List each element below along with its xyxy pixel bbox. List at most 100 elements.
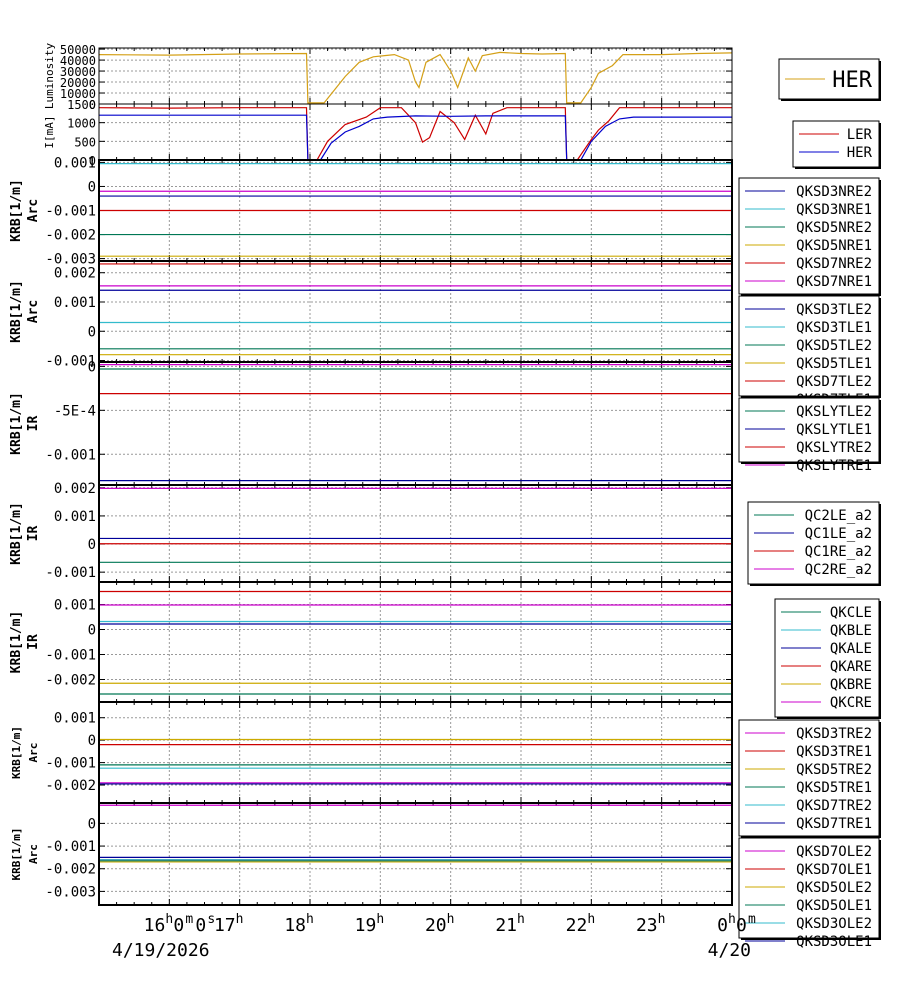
- x-tick-label: 20 h: [425, 912, 455, 936]
- y-axis-sublabel: Arc: [27, 743, 40, 763]
- legend-label: QKSLYTRE2: [796, 440, 872, 456]
- y-tick-label: 50000: [60, 43, 96, 57]
- legend-label: QKSD7NRE2: [796, 256, 872, 272]
- x-tick-label: 16 h 0 m 0 s: [144, 912, 216, 936]
- y-tick-label: 500: [74, 135, 96, 149]
- legend-label: QKSD3NRE1: [796, 202, 872, 218]
- y-axis-sublabel: IR: [26, 526, 41, 542]
- legend-label: QKSD5TRE1: [796, 780, 872, 796]
- x-tick-hour-unit: h: [587, 912, 595, 927]
- x-tick-label: 17 h: [214, 912, 244, 936]
- legend-label: QKSD5NRE2: [796, 220, 872, 236]
- plot-frame: [98, 103, 733, 161]
- y-tick-label: 0.001: [54, 598, 96, 614]
- legend: QKSD3TLE2 QKSD3TLE1 QKSD5TLE2 QKSD5TLE1 QKSD…: [738, 295, 881, 408]
- y-tick-label: 0.001: [54, 155, 96, 171]
- x-tick-hour: 20: [425, 915, 447, 936]
- legend-label: QKARE: [830, 659, 872, 675]
- y-tick-label: 0.001: [54, 295, 96, 311]
- y-tick-label: -0.002: [45, 862, 96, 878]
- panel-5: 0 -5E-4 -0.001 KRB[1/m] IR QKSLYTLE2 QKSLYTLE1…: [9, 359, 881, 486]
- legend-label: QC1RE_a2: [805, 544, 872, 560]
- y-tick-label: 0: [88, 537, 96, 553]
- legend-label: QKSD5TLE2: [796, 338, 872, 354]
- x-tick-minute-unit: m: [185, 912, 193, 927]
- plot-frame: [98, 47, 733, 105]
- legend-label: QKSD7OLE1: [796, 862, 872, 878]
- x-tick-second: 0: [195, 915, 206, 936]
- legend-label: QKSD5OLE1: [796, 898, 872, 914]
- y-tick-label: 0.001: [54, 711, 96, 727]
- legend-box: [774, 598, 880, 718]
- plot-frame: [98, 701, 733, 804]
- x-tick-hour: 16: [144, 915, 166, 936]
- y-tick-label: 10000: [60, 87, 96, 101]
- y-axis-sublabel: IR: [26, 634, 41, 650]
- x-tick-hour-unit: h: [376, 912, 384, 927]
- x-tick-hour-unit: h: [236, 912, 244, 927]
- y-tick-label: 0: [88, 623, 96, 639]
- legend: QKCLE QKBLE QKALE QKARE QKBRE QKCRE: [774, 598, 881, 719]
- legend-label: LER: [847, 127, 873, 143]
- panel-2: 1500 1000 500 0 I[mA] LER HER: [43, 98, 881, 169]
- x-tick-label: 19 h: [355, 912, 385, 936]
- x-tick-second-unit: s: [207, 912, 215, 927]
- legend-label: QKSLYTLE2: [796, 404, 872, 420]
- y-axis-sublabel: Arc: [27, 844, 40, 864]
- series-line-her: [98, 51, 733, 104]
- y-tick-label: 40000: [60, 54, 96, 68]
- legend-label: QC2LE_a2: [805, 508, 872, 524]
- legend-label: QC1LE_a2: [805, 526, 872, 542]
- y-tick-label: 0: [88, 324, 96, 340]
- y-tick-label: 0.002: [54, 266, 96, 282]
- legend-label: QKSD5OLE2: [796, 880, 872, 896]
- date-end-label: 4/20: [708, 940, 751, 961]
- legend: QKSD3NRE2 QKSD3NRE1 QKSD5NRE2 QKSD5NRE1 QKSD…: [738, 177, 881, 296]
- legend: QKSLYTLE2 QKSLYTLE1 QKSLYTRE2 QKSLYTRE1: [738, 397, 881, 474]
- y-tick-label: 1000: [67, 117, 96, 131]
- y-axis-label: KRB[1/m]: [10, 828, 23, 881]
- y-tick-label: -0.002: [45, 778, 96, 794]
- x-tick-hour: 0: [717, 915, 728, 936]
- legend: LER HER: [792, 120, 881, 169]
- x-tick-hour: 17: [214, 915, 236, 936]
- y-tick-label: 0: [88, 733, 96, 749]
- x-tick-hour-unit: h: [517, 912, 525, 927]
- x-tick-minute-unit: m: [748, 912, 756, 927]
- legend-label: QKSD3OLE1: [796, 934, 872, 950]
- legend-box: [738, 295, 880, 397]
- plot-frame: [98, 802, 733, 906]
- y-tick-label: -0.001: [45, 354, 96, 370]
- legend-label: QKSD5TLE1: [796, 356, 872, 372]
- legend-box: [747, 501, 880, 585]
- y-axis-label: KRB[1/m]: [9, 611, 24, 674]
- plot-frame: [98, 260, 733, 363]
- series-line-her: [99, 114, 732, 161]
- y-axis-label: KRB[1/m]: [9, 392, 24, 455]
- legend-label: QKSD7NRE1: [796, 274, 872, 290]
- y-tick-label: -0.003: [45, 252, 96, 268]
- date-start-label: 4/19/2026: [112, 940, 210, 961]
- legend-label: HER: [832, 68, 872, 93]
- legend-label: QKSD3NRE2: [796, 184, 872, 200]
- legend: HER: [778, 58, 881, 101]
- x-tick-label: 21 h: [495, 912, 525, 936]
- legend-box: [738, 719, 880, 837]
- y-axis-label: KRB[1/m]: [10, 726, 23, 779]
- legend-label: QKSLYTLE1: [796, 422, 872, 438]
- x-tick-hour-unit: h: [658, 912, 666, 927]
- legend-label: QKSD7TRE2: [796, 798, 872, 814]
- legend: QKSD3TRE2 QKSD3TRE1 QKSD5TRE2 QKSD5TRE1 QKSD…: [738, 719, 881, 838]
- x-tick-hour-unit: h: [165, 912, 173, 927]
- legend-label: QKALE: [830, 641, 872, 657]
- y-tick-label: 30000: [60, 65, 96, 79]
- legend-label: QKSLYTRE1: [796, 458, 872, 474]
- x-tick-hour: 18: [284, 915, 306, 936]
- y-tick-label: -0.002: [45, 228, 96, 244]
